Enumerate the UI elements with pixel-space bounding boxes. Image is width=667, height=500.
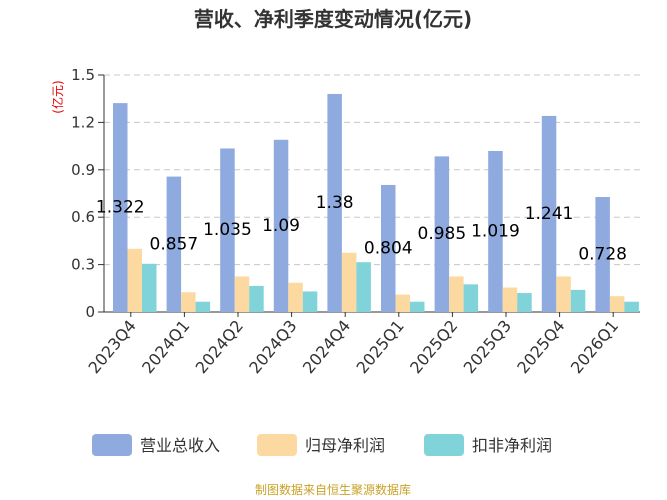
- bar: [463, 284, 479, 312]
- bar: [249, 285, 264, 312]
- legend-swatch: [92, 434, 132, 456]
- bar: [166, 176, 182, 312]
- data-label: 1.035: [203, 220, 252, 240]
- bar: [624, 301, 639, 312]
- y-tick-label: 0: [85, 303, 95, 321]
- y-tick-label: 0.3: [71, 256, 95, 274]
- bar: [142, 263, 157, 312]
- data-label: 1.38: [316, 193, 354, 213]
- bar: [234, 276, 250, 312]
- bar: [113, 103, 128, 313]
- bar: [502, 287, 518, 312]
- y-tick-label: 1.5: [71, 66, 95, 84]
- bar: [356, 262, 371, 312]
- legend-label: 归母净利润: [305, 436, 385, 455]
- bar: [488, 150, 503, 312]
- legend-swatch: [257, 434, 297, 456]
- legend-label: 扣非净利润: [472, 436, 552, 455]
- bar: [220, 148, 235, 312]
- x-tick-label: 2025Q3: [460, 316, 515, 377]
- x-tick-label: 2025Q1: [352, 316, 407, 377]
- data-label: 0.728: [578, 244, 627, 264]
- x-tick-label: 2025Q2: [406, 316, 461, 377]
- legend-label: 营业总收入: [140, 436, 220, 455]
- bar: [570, 289, 586, 312]
- data-label: 0.804: [364, 238, 413, 258]
- x-tick-label: 2024Q1: [138, 316, 193, 377]
- legend: 营业总收入 归母净利润 扣非净利润: [92, 434, 552, 456]
- bar: [302, 291, 318, 312]
- bar: [273, 139, 289, 312]
- data-label: 1.322: [96, 198, 145, 218]
- bar: [381, 184, 396, 312]
- bar: [127, 248, 142, 312]
- x-tick-label: 2024Q2: [192, 316, 247, 377]
- bar: [327, 93, 342, 313]
- bar: [395, 294, 410, 312]
- y-unit-label: (亿元): [50, 80, 65, 113]
- source-note: 制图数据来自恒生聚源数据库: [255, 482, 411, 497]
- x-tick-label: 2025Q4: [513, 316, 568, 377]
- y-tick-label: 0.9: [71, 161, 95, 179]
- y-tick-label: 1.2: [71, 113, 95, 131]
- x-tick-label: 2026Q1: [567, 316, 622, 377]
- data-label: 1.019: [471, 221, 520, 241]
- bar: [609, 296, 625, 312]
- x-tick-label: 2024Q4: [299, 316, 354, 377]
- x-tick-label: 2024Q3: [245, 316, 300, 377]
- bar: [195, 301, 211, 312]
- bar: [517, 293, 532, 312]
- x-tick-label: 2023Q4: [84, 316, 139, 377]
- bar: [181, 292, 196, 312]
- bar: [410, 301, 425, 312]
- legend-swatch: [424, 434, 464, 456]
- bar: [341, 252, 357, 312]
- data-label: 1.241: [525, 204, 574, 224]
- data-label: 0.857: [150, 234, 199, 254]
- bar: [541, 115, 557, 312]
- bar: [434, 156, 450, 312]
- bar: [449, 276, 464, 312]
- y-tick-label: 0.6: [71, 208, 95, 226]
- bars: [113, 93, 639, 313]
- chart-title: 营收、净利季度变动情况(亿元): [194, 7, 472, 31]
- data-label: 1.09: [262, 216, 300, 236]
- data-label: 0.985: [418, 224, 467, 244]
- bar: [556, 276, 571, 312]
- bar: [595, 196, 610, 312]
- bar: [288, 282, 303, 312]
